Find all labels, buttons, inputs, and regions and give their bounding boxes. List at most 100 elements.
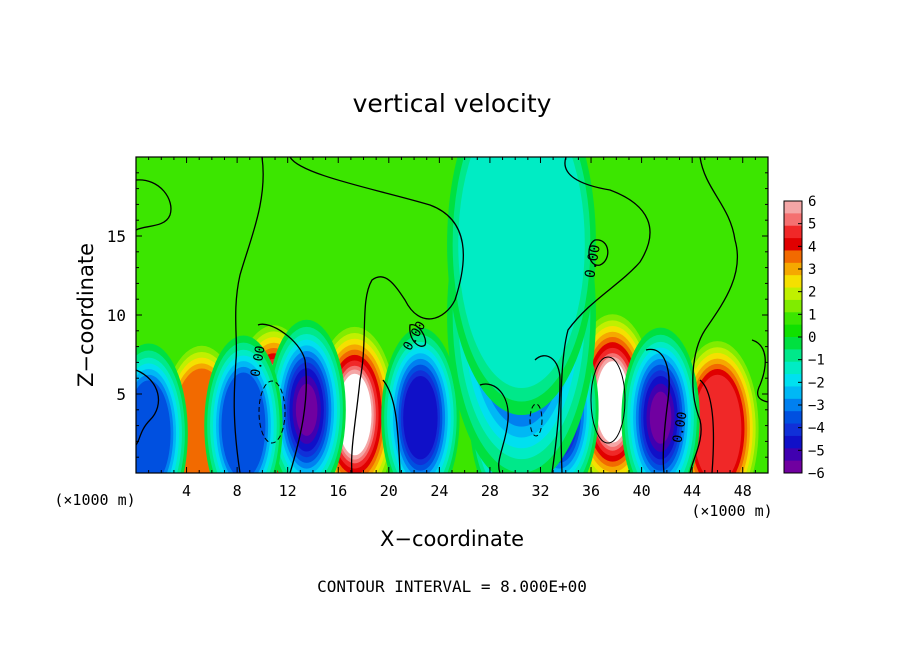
contour-line	[136, 179, 172, 231]
colorbar: 6 5 4 3 2 1 0 −1 −2 −3 −4 −5 −6	[783, 194, 825, 482]
contour-line	[588, 239, 609, 266]
contour-label: 0.00	[582, 243, 604, 279]
x-tick-label: 36	[582, 482, 600, 500]
colorbar-swatch	[784, 299, 802, 313]
colorbar-label: 5	[808, 217, 816, 233]
colorbar-label: 1	[808, 307, 816, 323]
core-contours	[258, 356, 626, 444]
colorbar-label: −1	[808, 353, 825, 369]
field-band	[649, 391, 672, 444]
colorbar-label: −4	[808, 421, 825, 437]
colorbar-swatch	[784, 287, 802, 301]
field-band	[221, 372, 266, 473]
y-tick-label: 10	[107, 306, 126, 325]
colorbar-swatch	[784, 361, 802, 375]
field-band	[403, 375, 438, 460]
contour-line	[751, 339, 768, 403]
x-tick-label: 8	[233, 482, 242, 500]
contour-line	[560, 157, 651, 473]
plot-area: 0.00 0.00 0.00 0.00	[135, 156, 769, 474]
x-tick-label: 48	[734, 482, 752, 500]
colorbar-swatch	[784, 411, 802, 425]
x-unit-left: (×1000 m)	[54, 491, 135, 509]
x-unit-right: (×1000 m)	[691, 502, 772, 520]
contour-line	[289, 157, 464, 473]
colorbar-swatch	[784, 374, 802, 387]
downdraft-cell	[136, 343, 188, 473]
downdraft-cell	[621, 327, 700, 473]
contour-line	[529, 403, 543, 437]
contour-line	[534, 355, 561, 473]
colorbar-label: 4	[808, 239, 816, 255]
contour-line	[136, 369, 160, 446]
field-band	[693, 374, 742, 473]
colorbar-swatch	[784, 324, 802, 338]
contour-label: 0.00	[248, 345, 268, 378]
x-tick-label: 40	[633, 482, 651, 500]
x-tick-label: 4	[182, 482, 191, 500]
colorbar-swatch	[784, 423, 802, 437]
field-band	[136, 380, 171, 473]
colorbar-swatch	[784, 213, 802, 227]
colorbar-swatch	[784, 337, 802, 350]
colorbar-swatch	[784, 349, 802, 363]
contour-line	[590, 356, 626, 444]
downdraft-cell	[204, 335, 283, 473]
colorbar-label: −3	[808, 398, 825, 414]
contour-line	[699, 379, 715, 473]
x-tick-label: 28	[481, 482, 499, 500]
colorbar-swatch	[784, 386, 802, 400]
colorbar-swatch	[784, 250, 802, 264]
colorbar-swatch	[784, 435, 802, 449]
x-tick-label: 24	[430, 482, 448, 500]
contour-line	[233, 157, 264, 473]
colorbar-label: −5	[808, 443, 825, 459]
colorbar-swatch	[784, 312, 802, 326]
downdraft-cell	[267, 319, 346, 473]
x-tick-label: 32	[531, 482, 549, 500]
colorbar-swatch	[784, 201, 802, 214]
contour-line	[479, 383, 509, 473]
y-tick-label: 15	[107, 227, 126, 246]
colorbar-swatch	[784, 275, 802, 289]
contour-line	[689, 157, 739, 473]
colorbar-swatch	[784, 225, 802, 239]
contour-line	[257, 323, 307, 473]
y-axis-label: Z−coordinate	[74, 243, 98, 387]
field-band	[458, 157, 585, 388]
contour-label: 0.00	[670, 411, 690, 444]
contour-line	[382, 379, 401, 473]
velocity-field	[136, 157, 759, 473]
contour-line	[645, 348, 670, 473]
field-band	[337, 373, 372, 456]
colorbar-swatch	[784, 460, 802, 474]
x-axis-label: X−coordinate	[380, 527, 524, 551]
colorbar-swatch	[784, 238, 802, 251]
x-tick-label: 20	[380, 482, 398, 500]
x-tick-label: 16	[329, 482, 347, 500]
colorbar-label: 3	[808, 262, 816, 278]
x-tick-label: 12	[279, 482, 297, 500]
chart-title: vertical velocity	[353, 89, 552, 118]
colorbar-swatch	[784, 398, 802, 412]
colorbar-label: −2	[808, 375, 825, 391]
downdraft-cell	[447, 157, 596, 415]
updraft-cell	[676, 341, 759, 473]
colorbar-swatch	[784, 262, 802, 276]
colorbar-label: 0	[808, 330, 816, 346]
zero-contours	[136, 157, 768, 473]
x-tick-label: 44	[683, 482, 701, 500]
y-tick-label: 5	[116, 385, 126, 404]
contour-line	[409, 324, 427, 347]
field-band	[595, 361, 630, 443]
colorbar-label: 2	[808, 285, 816, 301]
downdraft-cell	[381, 327, 460, 473]
colorbar-label: 6	[808, 194, 816, 210]
colorbar-swatch	[784, 448, 802, 462]
contour-line	[258, 380, 286, 444]
contour-interval-note: CONTOUR INTERVAL = 8.000E+00	[317, 577, 587, 596]
colorbar-label: −6	[808, 466, 825, 482]
field-band	[295, 383, 318, 436]
